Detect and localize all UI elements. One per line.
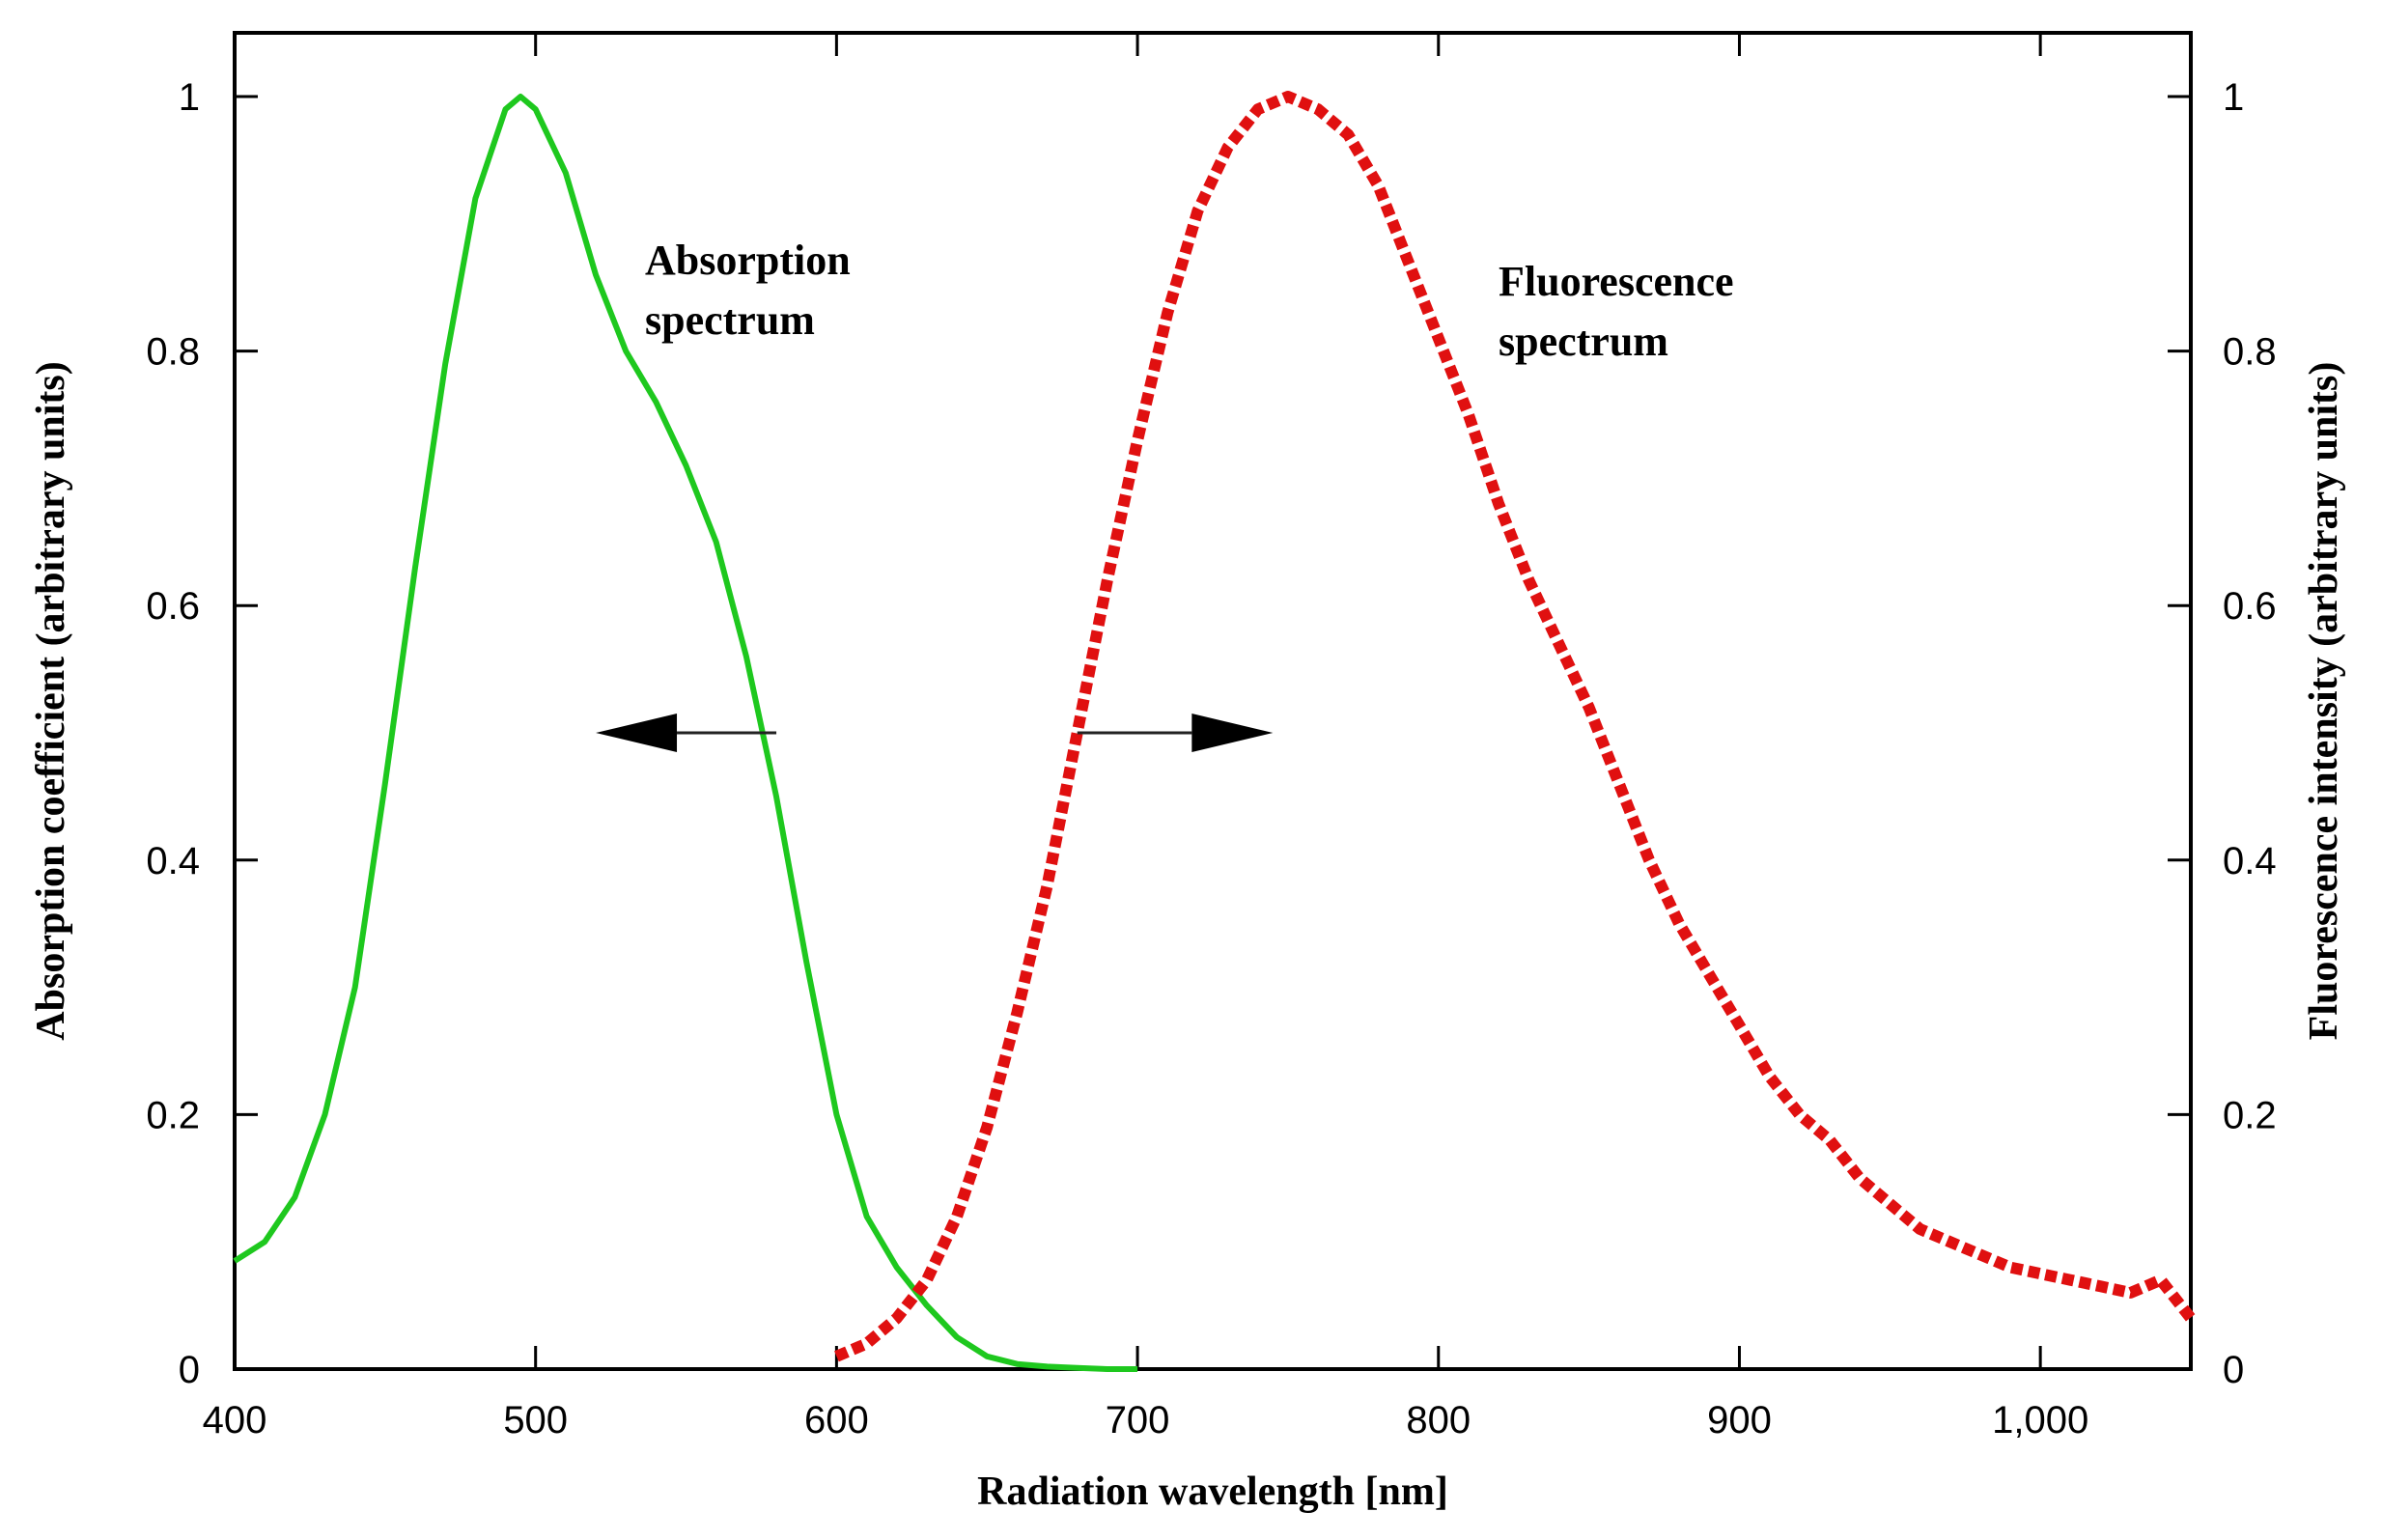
y-tick-label-right-0.6: 0.6 [2223,585,2277,628]
fluorescence-label-line1: Fluorescence [1499,258,1734,305]
fluorescence-axis-arrow-head [1191,714,1274,752]
axis-ticks [233,33,2191,1371]
y-axis-title-left: Absorption coefficient (arbitrary units) [29,361,73,1040]
arrows-layer [596,714,1274,752]
y-tick-label-right-0.2: 0.2 [2223,1094,2277,1136]
y-tick-label-right-0.4: 0.4 [2223,840,2277,882]
x-tick-label-900: 900 [1707,1399,1772,1442]
absorption-series-line [233,94,1138,1372]
y-tick-label-left-1: 1 [179,76,200,119]
y-tick-label-left-0.8: 0.8 [146,331,200,374]
x-tick-label-600: 600 [804,1399,869,1442]
axis-tick-labels: 400 500 600 700 800 900 1,000 0 0 0.2 0.2 0.4 0.4 0.6… [146,76,2276,1442]
plot-frame [233,31,2193,1371]
y-tick-label-right-1: 1 [2223,76,2244,119]
x-axis-title: Radiation wavelength [nm] [977,1470,1448,1514]
absorption-axis-arrow-head [596,714,678,752]
y-tick-label-right-0: 0 [2223,1349,2244,1391]
fluorescence-label-line2: spectrum [1499,318,1668,365]
y-tick-label-left-0.4: 0.4 [146,840,200,882]
x-tick-label-700: 700 [1106,1399,1170,1442]
absorption-label-line2: spectrum [645,296,815,344]
y-axis-title-right: Fluorescence intensity (arbitrary units) [2302,362,2346,1041]
y-tick-label-left-0: 0 [179,1349,200,1391]
absorption-label-line1: Absorption [645,237,851,284]
x-tick-label-800: 800 [1406,1399,1471,1442]
series-layer [233,91,2196,1372]
y-tick-label-left-0.6: 0.6 [146,585,200,628]
y-tick-label-left-0.2: 0.2 [146,1094,200,1136]
y-tick-label-right-0.8: 0.8 [2223,331,2277,374]
x-tick-label-500: 500 [503,1399,568,1442]
x-tick-label-1000: 1,000 [1992,1399,2088,1442]
fluorescence-series-line [834,91,2196,1362]
x-tick-label-400: 400 [203,1399,267,1442]
